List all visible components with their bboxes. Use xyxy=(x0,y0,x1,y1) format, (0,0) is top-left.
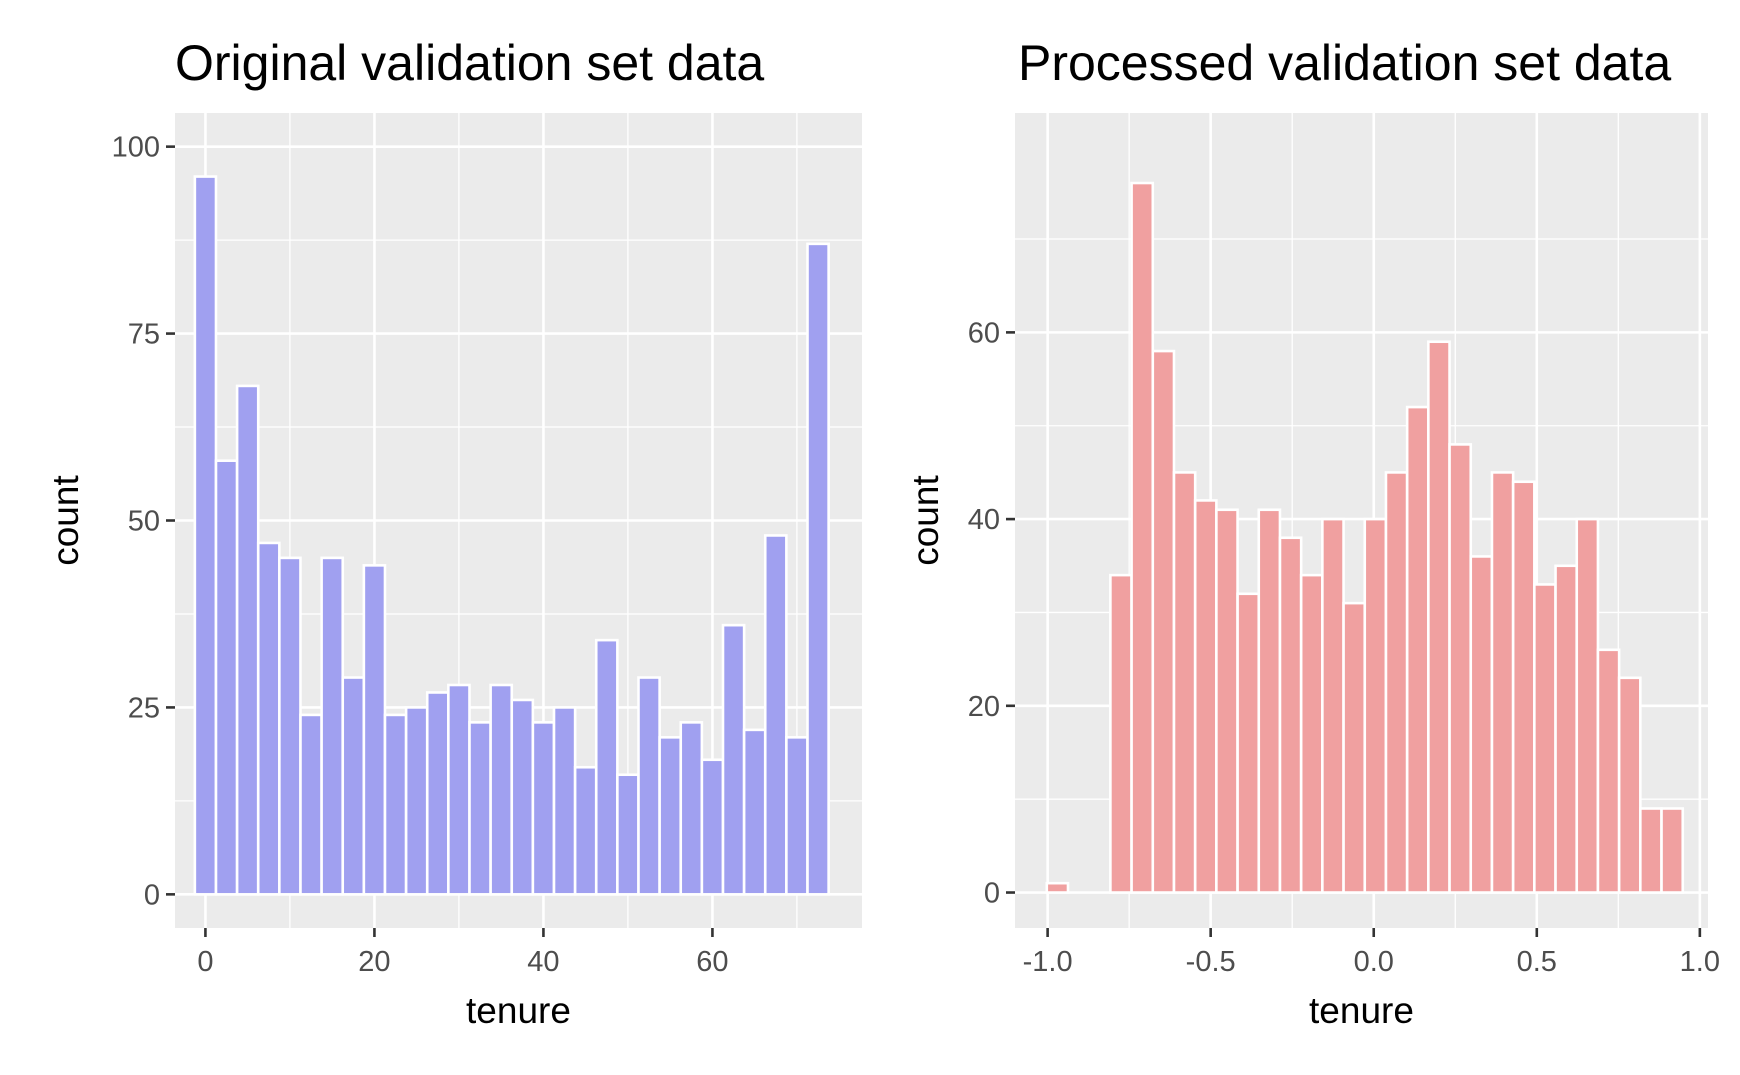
y-tick-label: 0 xyxy=(144,879,160,911)
bar xyxy=(1554,564,1579,894)
chart-original: 0 25 50 75 100 0 20 40 60 tenure count xyxy=(45,113,862,1031)
y-tick-label: 60 xyxy=(968,317,1000,349)
x-tick-label: -0.5 xyxy=(1186,946,1236,978)
bar xyxy=(763,534,788,896)
y-tick-label: 50 xyxy=(128,506,160,538)
bar xyxy=(235,384,260,896)
bar xyxy=(552,706,577,896)
bar xyxy=(1427,340,1451,894)
bar xyxy=(658,736,683,896)
y-tick-label: 40 xyxy=(968,504,1000,536)
bar xyxy=(1130,181,1155,894)
bar xyxy=(785,736,809,896)
y-tick-label: 75 xyxy=(128,319,160,351)
x-tick-label: 0.0 xyxy=(1354,946,1394,978)
bar xyxy=(489,683,514,896)
bar xyxy=(806,242,830,896)
bar xyxy=(1533,583,1557,894)
bar xyxy=(1596,648,1621,894)
y-tick-label: 0 xyxy=(984,878,1000,910)
bar xyxy=(383,713,408,896)
bar xyxy=(1109,573,1133,894)
x-axis-label: tenure xyxy=(466,990,571,1031)
bar xyxy=(256,541,281,896)
bar xyxy=(1405,405,1430,894)
bar xyxy=(1639,807,1663,894)
bar xyxy=(1278,536,1303,894)
bar xyxy=(425,691,450,896)
bar xyxy=(447,683,471,896)
bar xyxy=(1469,555,1494,894)
y-tick-label: 25 xyxy=(128,692,160,724)
bar xyxy=(278,556,302,896)
chart-processed: 0 20 40 60 -1.0 -0.5 0.0 0.5 1.0 tenure count xyxy=(905,113,1720,1031)
bar xyxy=(616,773,640,896)
x-tick-label: 0 xyxy=(197,946,213,978)
bar xyxy=(531,721,556,896)
chart-title-processed: Processed validation set data xyxy=(1018,35,1672,91)
bar xyxy=(1257,508,1282,894)
bar xyxy=(1660,807,1685,894)
bar xyxy=(742,728,767,896)
bar xyxy=(573,765,598,896)
bar xyxy=(1511,480,1536,894)
bar xyxy=(594,638,619,896)
bar xyxy=(1363,517,1388,894)
bar xyxy=(1215,508,1239,894)
bar xyxy=(1045,881,1070,894)
bar xyxy=(1193,499,1218,894)
y-axis-label: count xyxy=(45,475,86,566)
bar xyxy=(637,676,661,896)
bar xyxy=(404,706,429,896)
bar xyxy=(1384,471,1409,894)
x-tick-label: 0.5 xyxy=(1517,946,1557,978)
chart-title-original: Original validation set data xyxy=(175,35,765,91)
y-tick-label: 100 xyxy=(112,132,160,164)
x-axis-label: tenure xyxy=(1309,990,1414,1031)
bar xyxy=(214,459,239,896)
x-tick-label: 1.0 xyxy=(1680,946,1720,978)
bar xyxy=(1575,517,1600,894)
bar xyxy=(299,713,323,896)
bar xyxy=(1490,471,1515,894)
bar xyxy=(1299,573,1324,894)
bar xyxy=(510,698,535,896)
x-tick-label: 20 xyxy=(358,946,390,978)
bar xyxy=(721,623,746,896)
bar xyxy=(1172,471,1197,894)
bar xyxy=(1236,592,1261,894)
x-tick-label: -1.0 xyxy=(1023,946,1073,978)
bar xyxy=(700,758,725,896)
bar xyxy=(362,564,387,896)
x-tick-label: 60 xyxy=(696,946,728,978)
bar xyxy=(193,175,218,896)
bar xyxy=(1617,676,1642,894)
x-tick-label: 40 xyxy=(527,946,559,978)
bar xyxy=(1151,349,1176,894)
bar xyxy=(341,676,366,896)
bar xyxy=(320,556,345,896)
bar xyxy=(1448,443,1473,894)
bar xyxy=(1342,601,1367,894)
bar xyxy=(679,721,704,896)
bar xyxy=(1321,517,1345,894)
y-axis-label: count xyxy=(905,475,946,566)
y-tick-label: 20 xyxy=(968,691,1000,723)
bar xyxy=(468,721,492,896)
